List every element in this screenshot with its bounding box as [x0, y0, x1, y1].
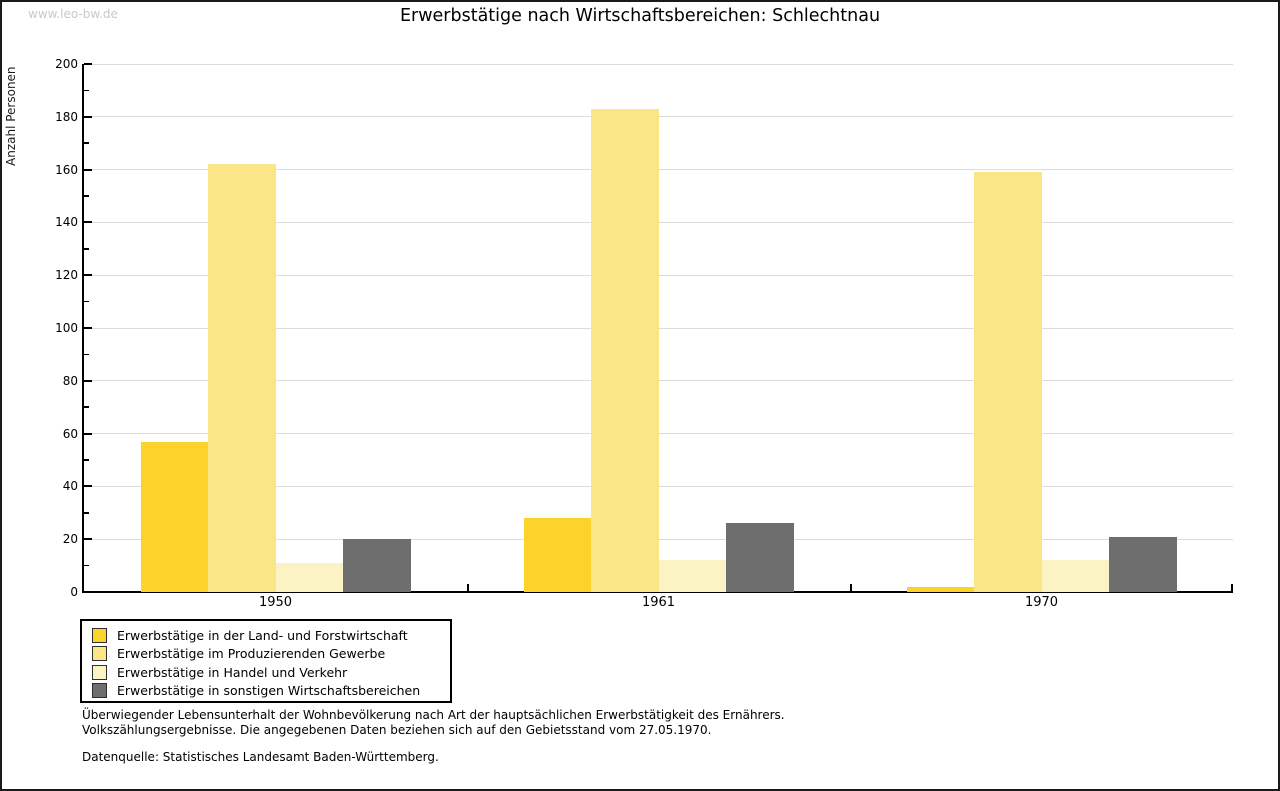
x-axis-label: 1950 [258, 595, 293, 610]
gridline [84, 327, 1233, 329]
y-axis-tick [84, 221, 92, 224]
y-axis-tick-label: 100 [55, 321, 78, 335]
gridline [84, 169, 1233, 171]
y-axis-tick [84, 115, 92, 118]
y-axis-tick [84, 538, 92, 541]
bar-1950-series-4 [343, 539, 411, 592]
gridline [84, 116, 1233, 118]
y-axis-tick [84, 168, 92, 171]
legend-label: Erwerbstätige im Produzierenden Gewerbe [117, 646, 386, 662]
legend-label: Erwerbstätige in Handel und Verkehr [117, 664, 348, 680]
x-axis-label: 1961 [641, 595, 676, 610]
x-axis-tick [850, 584, 852, 592]
bar-1970-series-2 [974, 172, 1042, 592]
gridline [84, 485, 1233, 487]
gridline [84, 221, 1233, 223]
gridline [84, 433, 1233, 435]
x-axis-line [82, 591, 1233, 593]
y-axis-minor-tick [84, 195, 89, 197]
gridline [84, 380, 1233, 382]
y-axis-tick [84, 63, 92, 65]
y-axis-tick-label: 160 [55, 162, 78, 177]
y-axis-tick [84, 432, 92, 435]
bar-1961-series-1 [523, 518, 591, 592]
legend-swatch [92, 683, 107, 699]
legend-swatch [92, 646, 107, 662]
y-axis-tick [84, 274, 92, 277]
y-axis-tick-label: 0 [70, 585, 78, 599]
x-axis-tick [1231, 584, 1233, 592]
bar-1970-series-4 [1109, 536, 1177, 592]
bar-1950-series-3 [275, 562, 343, 592]
legend: Erwerbstätige in der Land- und Forstwirt… [80, 619, 452, 703]
watermark: www.leo-bw.de [28, 7, 118, 21]
y-axis-minor-tick [84, 564, 89, 567]
bar-1970-series-3 [1041, 560, 1109, 592]
gridline [84, 274, 1233, 276]
y-axis-tick-label: 60 [62, 426, 78, 441]
y-axis-minor-tick [84, 406, 89, 408]
y-axis-minor-tick [84, 512, 89, 514]
y-axis-tick-label: 120 [55, 268, 78, 283]
bar-1961-series-4 [726, 523, 794, 592]
gridline [84, 63, 1233, 65]
footnote-line: Überwiegender Lebensunterhalt der Wohnbe… [82, 708, 785, 722]
bar-1950-series-1 [140, 441, 208, 592]
legend-item: Erwerbstätige in sonstigen Wirtschaftsbe… [90, 682, 442, 701]
footnotes: Überwiegender Lebensunterhalt der Wohnbe… [82, 708, 1232, 765]
bar-1961-series-3 [658, 560, 726, 592]
x-axis-tick [467, 584, 469, 592]
y-axis-tick-label: 40 [62, 479, 78, 494]
legend-label: Erwerbstätige in der Land- und Forstwirt… [117, 627, 408, 643]
legend-item: Erwerbstätige in der Land- und Forstwirt… [90, 626, 442, 645]
y-axis-tick-label: 180 [55, 109, 78, 124]
bar-1961-series-2 [591, 108, 659, 592]
y-axis-minor-tick [84, 459, 89, 461]
legend-swatch [92, 627, 107, 643]
legend-swatch [92, 664, 107, 680]
y-axis-line [82, 64, 84, 593]
footnote-source: Datenquelle: Statistisches Landesamt Bad… [82, 750, 439, 764]
legend-label: Erwerbstätige in sonstigen Wirtschaftsbe… [117, 683, 421, 699]
y-axis-minor-tick [84, 300, 89, 303]
y-axis-minor-tick [84, 248, 89, 250]
y-axis-tick-label: 80 [62, 373, 78, 388]
y-axis-tick [84, 485, 92, 488]
y-axis-tick [84, 327, 92, 329]
chart-title: Erwerbstätige nach Wirtschaftsbereichen:… [399, 6, 881, 26]
bar-1970-series-1 [906, 586, 974, 592]
footnote-line: Volkszählungsergebnisse. Die angegebenen… [82, 723, 712, 737]
y-axis-title: Anzahl Personen [4, 66, 18, 166]
plot-area: 0 20 40 60 80 100 120 140 160 180 200 1950 1961 1970 [55, 57, 1233, 610]
bar-1950-series-2 [208, 164, 276, 592]
y-axis-tick-label: 200 [55, 57, 78, 71]
y-axis-minor-tick [84, 89, 89, 92]
y-axis-minor-tick [84, 353, 89, 356]
legend-item: Erwerbstätige in Handel und Verkehr [90, 663, 442, 682]
legend-item: Erwerbstätige im Produzierenden Gewerbe [90, 645, 442, 664]
y-axis-tick-label: 20 [62, 532, 78, 547]
y-axis-tick-label: 140 [55, 215, 78, 230]
y-axis-tick [84, 379, 92, 382]
x-axis-label: 1970 [1024, 595, 1059, 610]
y-axis-minor-tick [84, 142, 89, 144]
gridline [84, 538, 1233, 540]
